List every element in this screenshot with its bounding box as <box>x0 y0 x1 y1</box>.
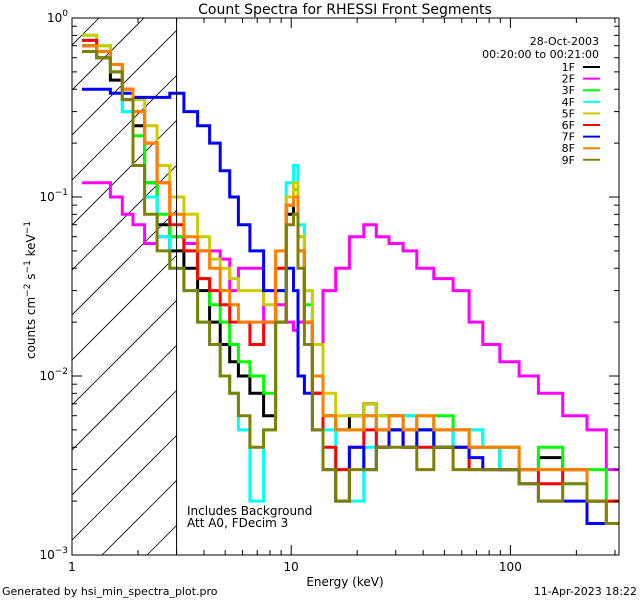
legend-label-6F: 6F <box>562 119 575 132</box>
x-axis-label: Energy (keV) <box>306 575 383 589</box>
chart-title: Count Spectra for RHESSI Front Segments <box>198 2 492 18</box>
legend-label-5F: 5F <box>562 107 575 120</box>
footer-generated-by: Generated by hsi_min_spectra_plot.pro <box>2 585 218 598</box>
y-tick-label: 10−1 <box>39 188 68 204</box>
axis-ticks: 1 10 100 10−3 10−2 10−1 100 <box>39 9 619 574</box>
legend-label-8F: 8F <box>562 142 575 155</box>
y-tick-label: 100 <box>47 9 68 25</box>
y-axis-label: counts cm−2 s−1 keV−1 <box>23 221 38 359</box>
legend-label-4F: 4F <box>562 96 575 109</box>
plot-frame <box>71 17 620 556</box>
series-line-7F <box>82 87 619 525</box>
legend-label-2F: 2F <box>562 73 575 86</box>
hatch-mask <box>176 18 619 555</box>
series-line-9F <box>82 50 619 525</box>
legend-label-7F: 7F <box>562 131 575 144</box>
legend-label-3F: 3F <box>562 84 575 97</box>
annotation-attenuator: Att A0, FDecim 3 <box>187 516 288 530</box>
y-tick-label: 10−3 <box>39 546 68 562</box>
time-range-label: 00:20:00 to 00:21:00 <box>482 48 599 61</box>
hatch-line <box>72 18 190 136</box>
series-group <box>82 33 619 525</box>
legend-label-1F: 1F <box>562 61 575 74</box>
hatch-line <box>72 18 145 91</box>
x-tick-label: 100 <box>499 560 522 574</box>
x-tick-label: 1 <box>68 560 76 574</box>
annotation-background: Includes Background <box>187 504 312 518</box>
hatched-region <box>0 0 619 555</box>
y-tick-label: 10−2 <box>39 367 68 383</box>
footer-timestamp: 11-Apr-2023 18:22 <box>534 585 637 598</box>
x-tick-label: 10 <box>284 560 299 574</box>
legend-label-9F: 9F <box>562 154 575 167</box>
date-label: 28-Oct-2003 <box>530 35 599 48</box>
hatch-line <box>0 0 117 555</box>
